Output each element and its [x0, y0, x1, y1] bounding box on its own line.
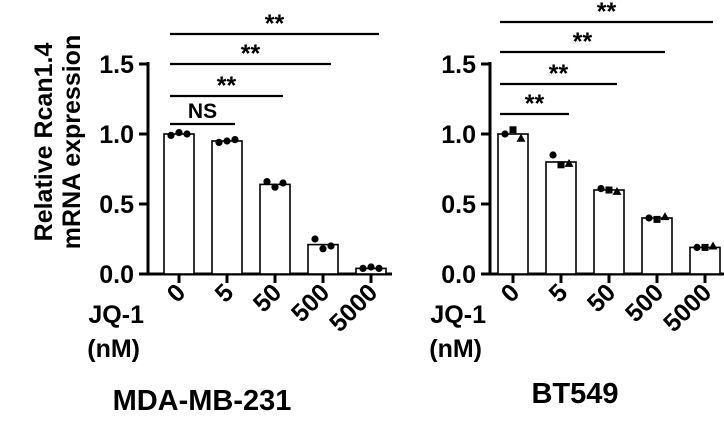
- x-tick-label-0: 0: [496, 278, 526, 308]
- data-point: [701, 243, 709, 251]
- x-axis-label-line1: JQ-1: [88, 301, 144, 329]
- y-tick-label: 0.0: [441, 261, 476, 289]
- significance-label: NS: [188, 100, 217, 123]
- data-point: [223, 137, 231, 145]
- chart-panel-mda-mb-231: 0.00.51.01.50 5 505005000NS******JQ-1(nM)M…: [87, 10, 392, 417]
- chart-title: MDA-MB-231: [113, 385, 292, 417]
- bar-5: [545, 161, 577, 275]
- significance-label: **: [597, 0, 617, 26]
- data-point: [605, 186, 613, 194]
- bar-50: [259, 183, 291, 275]
- data-point: [509, 126, 517, 134]
- data-point: [557, 161, 565, 169]
- data-point: [597, 185, 605, 193]
- bar-5000: [689, 246, 721, 275]
- x-tick-label-5000: 5000: [658, 278, 717, 337]
- data-point: [271, 183, 279, 191]
- data-point: [319, 245, 327, 253]
- x-tick-label-0: 0: [162, 278, 192, 308]
- significance-label: **: [217, 72, 237, 100]
- significance-label: **: [549, 60, 569, 88]
- y-tick-label: 0.0: [99, 261, 134, 289]
- x-axis-label-line1: JQ-1: [430, 301, 486, 329]
- bar-500: [641, 217, 673, 275]
- data-point: [175, 129, 183, 137]
- bar-0: [163, 133, 195, 275]
- y-axis-label-line2: mRNA expression: [58, 35, 86, 249]
- data-point: [231, 136, 239, 144]
- y-tick-label: 1.0: [99, 121, 134, 149]
- data-point: [564, 158, 574, 167]
- significance-label: **: [241, 40, 261, 68]
- data-point: [167, 131, 175, 139]
- data-point: [516, 133, 526, 142]
- x-tick-label-50: 50: [582, 278, 621, 317]
- y-tick-label: 0.5: [99, 191, 134, 219]
- data-point: [279, 179, 287, 187]
- bar-50: [593, 189, 625, 275]
- data-point: [183, 130, 191, 138]
- data-point: [311, 235, 319, 243]
- data-point: [612, 186, 622, 195]
- bar-5: [211, 140, 243, 275]
- x-axis-label-line2: (nM): [87, 335, 140, 363]
- data-point: [708, 241, 718, 250]
- significance-label: **: [525, 90, 545, 118]
- data-point: [327, 242, 335, 250]
- data-point: [693, 243, 701, 251]
- bar-0: [497, 133, 529, 275]
- y-tick-label: 1.5: [441, 51, 476, 79]
- x-axis-label-line2: (nM): [429, 335, 482, 363]
- y-axis-label-line1: Relative Rcan1.4: [30, 43, 58, 242]
- data-point: [359, 264, 367, 272]
- x-tick-label-5: 5: [210, 278, 240, 308]
- y-tick-label: 0.5: [441, 191, 476, 219]
- significance-label: **: [573, 28, 593, 56]
- x-tick-label-50: 50: [248, 278, 287, 317]
- data-point: [653, 215, 661, 223]
- data-point: [549, 151, 557, 159]
- x-tick-label-5: 5: [544, 278, 574, 308]
- x-tick-label-5000: 5000: [324, 278, 383, 337]
- significance-label: **: [265, 10, 285, 38]
- y-tick-label: 1.5: [99, 51, 134, 79]
- data-point: [215, 138, 223, 146]
- data-point: [375, 264, 383, 272]
- chart-panel-bt549: 0.00.51.01.50 5 505005000********JQ-1(nM)B…: [429, 0, 724, 410]
- data-point: [263, 178, 271, 186]
- y-tick-label: 1.0: [441, 121, 476, 149]
- data-point: [660, 212, 670, 221]
- data-point: [367, 263, 375, 271]
- chart-title: BT549: [531, 378, 618, 410]
- data-point: [501, 130, 509, 138]
- data-point: [645, 214, 653, 222]
